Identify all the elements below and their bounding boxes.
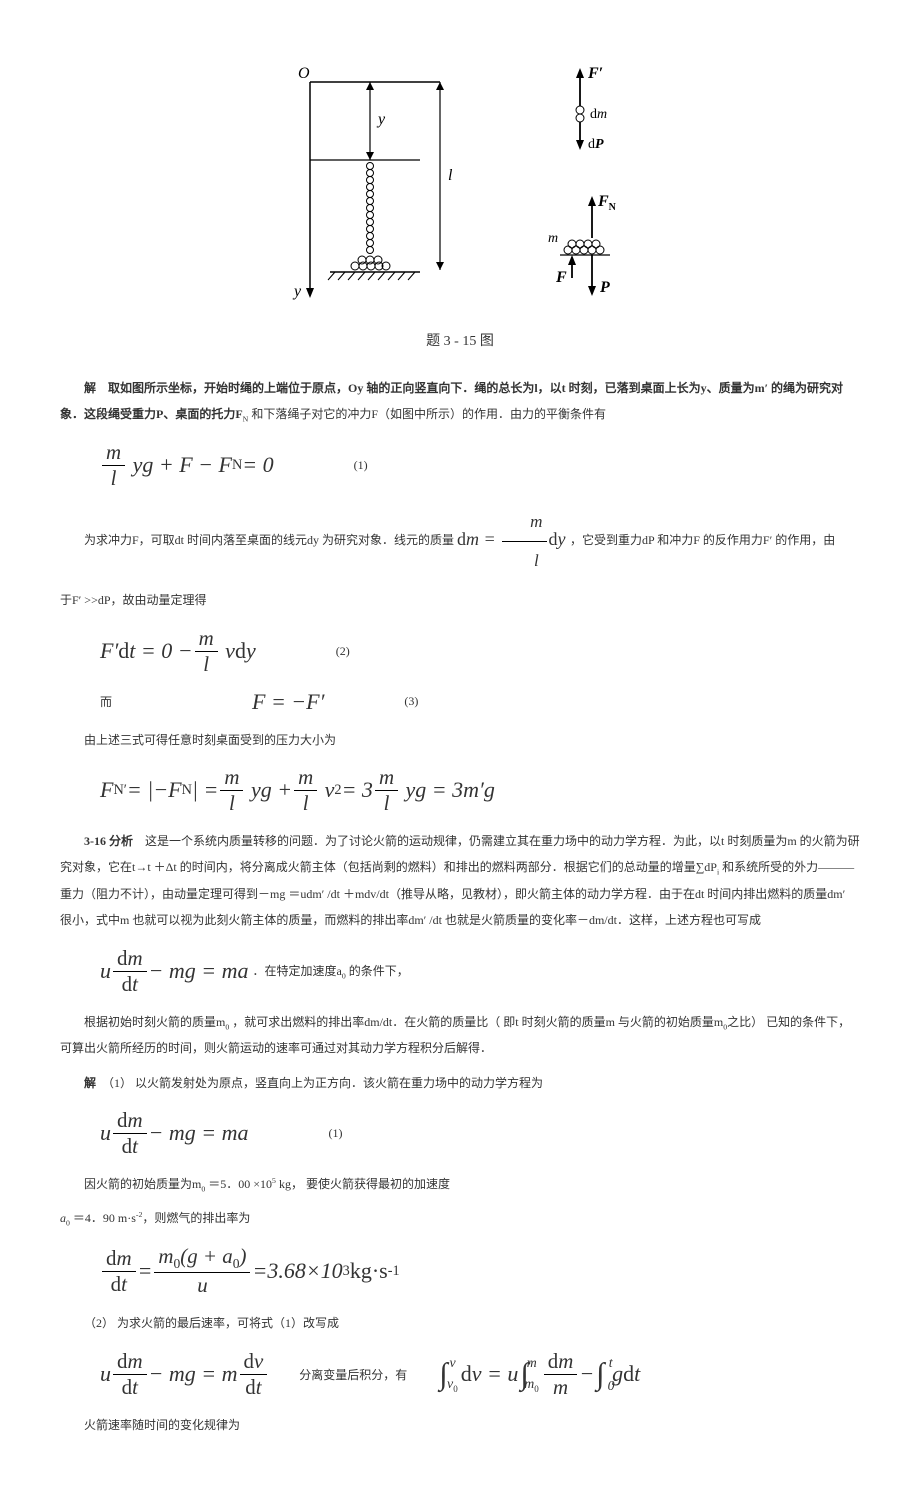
- equation-2: F′dt = 0 − ml vdy (2): [100, 626, 860, 677]
- svg-text:dP: dP: [588, 137, 604, 152]
- equation-separate: udmdt − mg = mdvdt 分离变量后积分，有 ∫v0v dv = u…: [100, 1349, 860, 1400]
- equation-1: ml yg + F − FN = 0 (1): [100, 440, 860, 491]
- svg-text:O: O: [298, 65, 310, 82]
- equation-rocket-1: udmdt − mg = ma (1): [100, 1108, 860, 1159]
- problem-figure: O y y l: [60, 60, 860, 310]
- figure-caption: 题 3 - 15 图: [60, 330, 860, 350]
- svg-text:P: P: [599, 279, 610, 296]
- force-diagram-svg: F′ dm dP FN m F: [530, 60, 650, 310]
- analysis-p5: 根据初始时刻火箭的质量m0 ，就可求出燃料的排出率dm/dt．在火箭的质量比（ …: [60, 1009, 860, 1062]
- svg-text:F′: F′: [587, 65, 603, 82]
- svg-text:FN: FN: [597, 193, 617, 213]
- svg-text:y: y: [376, 111, 386, 128]
- equation-fn: FN′ = |−FN| = ml yg + ml v2 = 3ml yg = 3…: [100, 765, 860, 816]
- rope-diagram-svg: O y y l: [270, 60, 470, 310]
- p8: a0 ＝4．90 m·s-2，则燃气的排出率为: [60, 1205, 860, 1232]
- svg-text:m: m: [548, 231, 558, 246]
- p10: 火箭速率随时间的变化规律为: [60, 1412, 860, 1438]
- equation-3: 而 F = −F′ (3): [100, 689, 860, 715]
- solution-p3: 由上述三式可得任意时刻桌面受到的压力大小为: [60, 727, 860, 753]
- p7: 因火箭的初始质量为m0 ＝5．00 ×105 kg， 要使火箭获得最初的加速度: [60, 1171, 860, 1198]
- inline-dm: dm = mldy: [457, 529, 570, 549]
- solution-p2: 为求冲力F，可取dt 时间内落至桌面的线元dy 为研究对象．线元的质量 dm =…: [60, 503, 860, 579]
- solution-p2c: 于F′ >>dP，故由动量定理得: [60, 587, 860, 613]
- analysis-3-16: 3-16 分析 这是一个系统内质量转移的问题．为了讨论火箭的运动规律，仍需建立其…: [60, 828, 860, 934]
- solution-p1: 解 取如图所示坐标，开始时绳的上端位于原点，Oy 轴的正向竖直向下．绳的总长为l…: [60, 375, 860, 428]
- equation-rocket-analysis: udmdt − mg = ma ．在特定加速度a0 的条件下，: [100, 946, 860, 997]
- svg-text:dm: dm: [590, 107, 607, 122]
- svg-text:l: l: [448, 167, 453, 184]
- svg-text:F: F: [555, 269, 567, 286]
- svg-text:y: y: [292, 283, 302, 300]
- p9: （2） 为求火箭的最后速率，可将式（1）改写成: [60, 1310, 860, 1336]
- rope-chain: [351, 163, 390, 271]
- equation-rate: dmdt = m0(g + a0)u = 3.68×103 kg·s-1: [100, 1244, 860, 1298]
- figure-left: O y y l: [270, 60, 470, 310]
- figure-right: F′ dm dP FN m F: [530, 60, 650, 310]
- solution-p6: 解 （1） 以火箭发射处为原点，竖直向上为正方向．该火箭在重力场中的动力学方程为: [60, 1070, 860, 1096]
